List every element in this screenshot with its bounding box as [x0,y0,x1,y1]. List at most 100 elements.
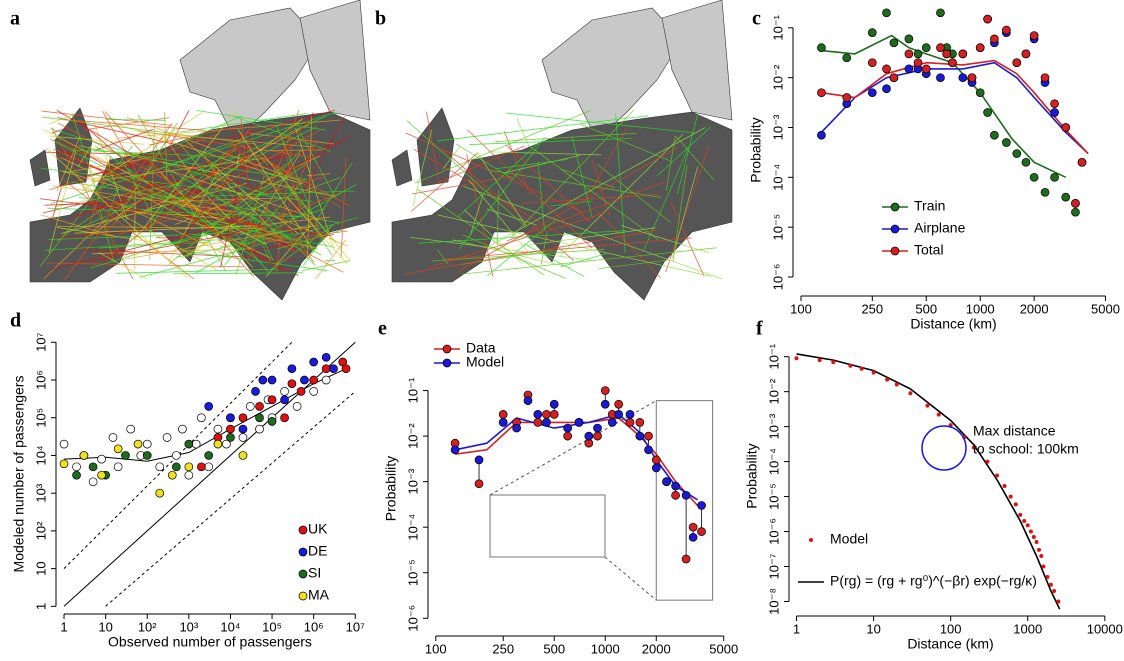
point [534,410,542,418]
point [652,456,660,464]
point [163,433,171,441]
x-tick-label: 1000 [1013,621,1042,636]
point [134,440,142,448]
x-tick-label: 100 [425,641,447,656]
point [89,463,97,471]
y-tick-label: 10⁻³ [766,413,781,439]
point [959,74,967,82]
point [1041,188,1049,196]
point [499,410,507,418]
point [1049,583,1053,587]
point [499,418,507,426]
point [905,65,913,73]
point [848,364,852,368]
x-tick-label: 5000 [709,641,738,656]
point [98,455,106,463]
y-tick-label: 10⁻⁶ [405,605,420,632]
point [156,489,164,497]
point [1022,50,1030,58]
point [672,491,680,499]
legend-label: P(rg) = (rg + rg⁰)^(−βr) exp(−rg/κ) [830,573,1037,589]
point [1013,59,1021,67]
point [1062,193,1070,201]
point [185,463,193,471]
point [178,425,186,433]
point [185,471,193,479]
point [922,65,930,73]
point [959,50,967,58]
point [817,44,825,52]
legend-marker [891,225,899,233]
y-tick-label: 10³ [33,483,48,502]
point [268,417,276,425]
y-tick-label: 10 [33,561,48,575]
point [268,376,276,384]
point [297,387,305,395]
point [214,425,222,433]
point [542,410,550,418]
point [1032,535,1036,539]
point [322,365,330,373]
y-tick-label: 10⁻⁶ [770,264,785,291]
x-tick-label: 1 [793,621,800,636]
x-tick-label: 10⁵ [262,619,282,634]
point [601,387,609,395]
point [114,445,122,453]
point [1071,199,1079,207]
point [185,440,193,448]
point [976,89,984,97]
point [968,74,976,82]
fit-curve [821,61,1088,154]
point [1062,123,1070,131]
panel-label: d [10,310,21,332]
point [288,380,296,388]
fit-curve [455,418,697,506]
y-tick-label: 10⁻⁴ [405,514,420,541]
point [890,39,898,47]
legend-label: UK [308,521,328,537]
panel-label: b [375,8,386,30]
y-tick-label: 10⁻⁵ [405,559,420,586]
legend-marker [443,345,451,353]
y-tick-label: 10⁶ [33,370,48,390]
point [626,410,634,418]
fit-curve [455,414,697,499]
point [984,15,992,23]
point [239,414,247,422]
x-tick-label: 500 [915,301,937,316]
inset-box [490,495,605,557]
point [251,387,259,395]
point [288,365,296,373]
legend-label: Airplane [914,220,966,236]
legend-label: Total [914,242,944,258]
x-tick-label: 10 [866,621,880,636]
x-axis-title: Distance (km) [910,316,996,332]
point [205,451,213,459]
point [936,74,944,82]
point [192,440,200,448]
point [197,463,205,471]
annotation: Max distance [973,423,1056,439]
point [226,414,234,422]
point [984,108,992,116]
point [214,440,222,448]
point [534,418,542,426]
point [1052,589,1056,593]
y-tick-label: 10⁻¹ [766,343,781,369]
y-tick-label: 10⁻⁴ [766,448,781,475]
point [817,89,825,97]
point [143,440,151,448]
legend-marker [299,570,307,578]
point [60,460,68,468]
legend-marker [443,359,451,367]
point [1039,554,1043,558]
y-tick-label: 10⁻⁴ [770,164,785,191]
point [985,460,989,464]
point [645,446,653,454]
point [239,425,247,433]
x-tick-label: 10³ [179,619,198,634]
point [601,400,609,408]
y-tick-label: 10⁻¹ [405,377,420,403]
panel-label: e [378,318,387,340]
legend-label: DE [308,543,327,559]
